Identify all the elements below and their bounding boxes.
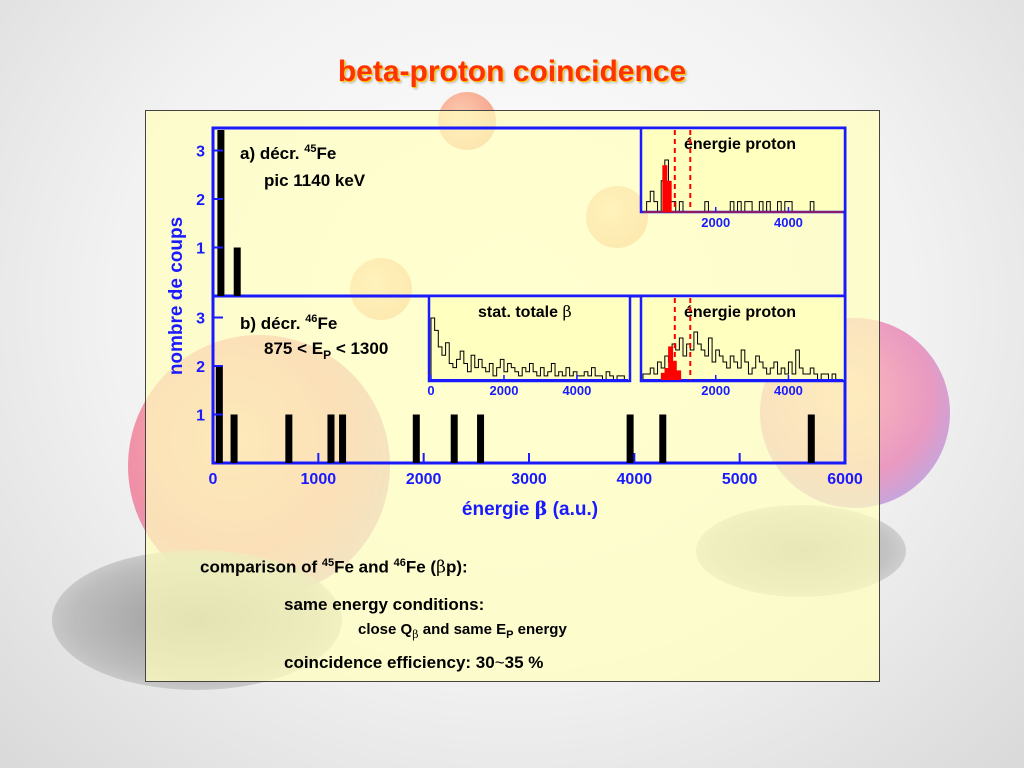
inset-b-proton-plot-peak-0 [660,372,666,380]
ytick-label-a-2: 2 [196,192,205,209]
xtick-label-3000: 3000 [511,471,547,488]
bar-b-1 [230,414,238,463]
x-axis-label: énergie β (a.u.) [462,498,598,520]
bar-b-3 [327,414,335,463]
panel-a-sublabel: pic 1140 keV [264,171,366,190]
panel-a-label: a) décr. 45Fe [240,143,336,163]
xtick-label-6000: 6000 [827,471,863,488]
xtick-label-5000: 5000 [722,471,758,488]
inset-a-proton-plot-peak-1 [666,180,672,212]
inset-b-proton-plot-peak-2 [668,346,674,380]
bar-b-8 [626,414,634,463]
ytick-label-b-3: 3 [196,311,205,328]
panel-a-yticks: 1 2 3 [196,144,223,258]
inset-b-proton-plot: 2000 4000 [642,298,843,398]
xtick-label-0: 0 [209,471,218,488]
note-same-energy: same energy conditions: [284,595,485,614]
inset-b-beta-plot: 0 2000 4000 [427,317,628,398]
xtick-label-4000: 4000 [617,471,653,488]
bar-b-2 [285,414,293,463]
bar-b-5 [412,414,420,463]
inset-b-proton-plot-xtick-label-4000: 4000 [774,383,803,398]
panel-b-xticks: 0 1000 2000 3000 4000 5000 6000 [209,453,863,488]
inset-b-beta-plot-xtick-label-2000: 2000 [490,383,519,398]
inset-b-proton-plot-peak-1 [664,368,670,380]
xtick-label-2000: 2000 [406,471,442,488]
bar-b-10 [807,414,815,463]
bar-b-4 [339,414,347,463]
note-comparison: comparison of 45Fe and 46Fe (βp): [200,557,468,578]
bar-a-0 [217,130,225,296]
spectra-chart: nombre de coups 1 2 3 1 2 3 0 1000 2000 3000 400… [166,126,863,520]
inset-a-proton-plot: 2000 4000 [643,130,843,230]
inset-b-beta-title: stat. totale β [478,302,572,321]
ytick-label-b-2: 2 [196,359,205,376]
inset-b-proton-plot-xtick-label-2000: 2000 [701,383,730,398]
inset-b-beta-plot-xtick-label-0: 0 [427,383,434,398]
panel-b-sublabel: 875 < EP < 1300 [264,339,388,362]
inset-b-proton-plot-peak-3 [671,360,677,380]
bar-b-7 [477,414,485,463]
inset-b-proton: énergie proton 2000 4000 [639,294,847,398]
inset-a-proton-plot-peak-0 [662,165,668,212]
ytick-label-b-1: 1 [196,408,205,425]
inset-a-proton-plot-xtick-label-4000: 4000 [774,215,803,230]
inset-b-beta: stat. totale β 0 2000 4000 [427,294,632,398]
slide-title: beta-proton coincidence [337,55,687,88]
y-axis-label: nombre de coups [166,217,187,375]
note-efficiency: coincidence efficiency: 30~35 % [284,653,544,672]
xtick-label-1000: 1000 [301,471,337,488]
bar-b-6 [450,414,458,463]
inset-a-proton-plot-xtick-label-2000: 2000 [701,215,730,230]
inset-b-beta-plot-xtick-label-4000: 4000 [562,383,591,398]
ytick-label-a-3: 3 [196,144,205,161]
inset-b-proton-plot-peak-4 [676,370,682,380]
panel-b-yticks: 1 2 3 [196,311,223,425]
inset-a-proton: énergie proton 2000 4000 [639,126,847,230]
figure-panel: nombre de coups 1 2 3 1 2 3 0 1000 2000 3000 400… [145,110,880,682]
panel-a-bars [217,130,241,296]
bar-b-9 [659,414,667,463]
note-close-q: close Qβ and same EP energy [358,621,567,641]
panel-b-label: b) décr. 46Fe [240,313,337,333]
inset-a-proton-title: énergie proton [684,136,796,153]
bar-a-1 [233,247,241,296]
inset-b-proton-title: énergie proton [684,304,796,321]
ytick-label-a-1: 1 [196,241,205,258]
inset-b-beta-plot-histogram [430,317,628,381]
